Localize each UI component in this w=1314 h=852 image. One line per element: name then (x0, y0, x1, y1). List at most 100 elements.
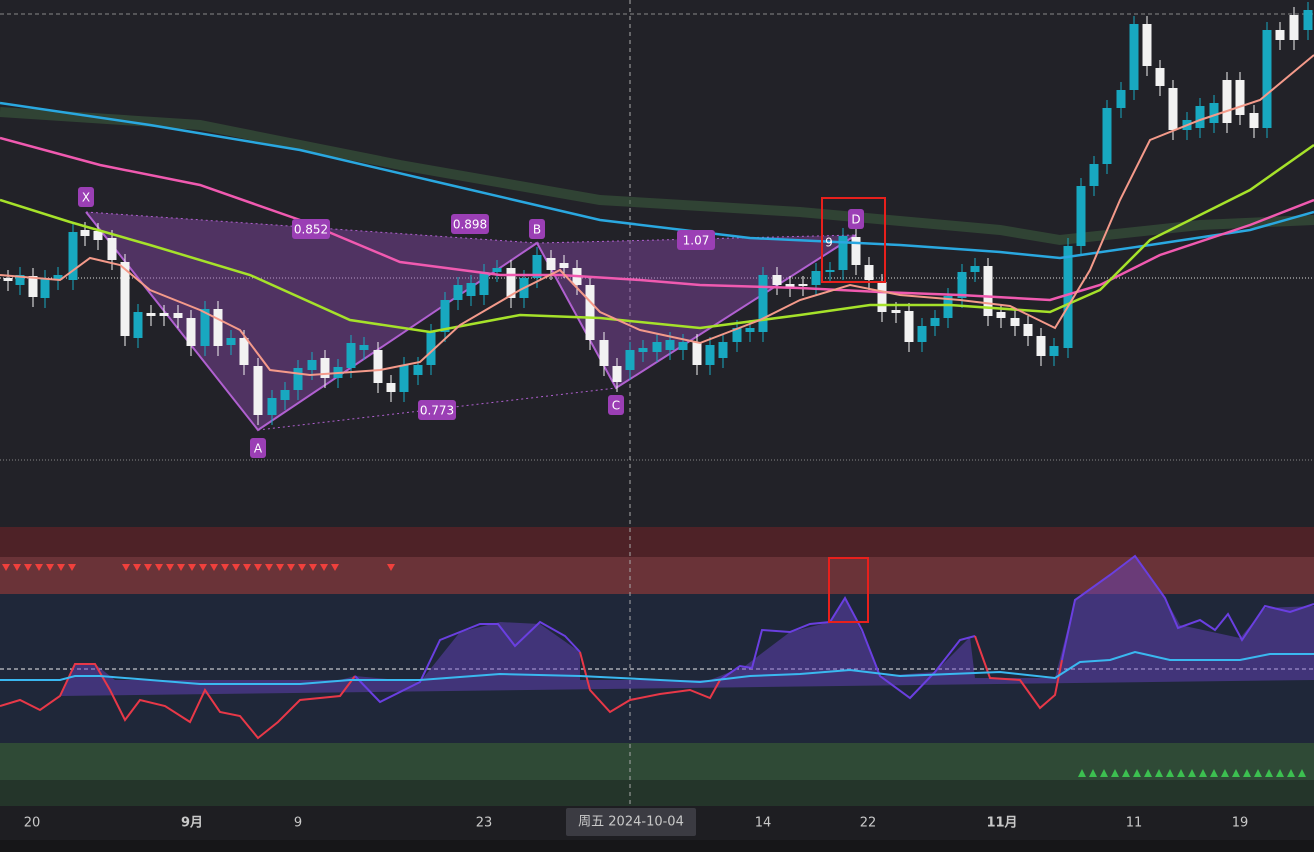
candle-body (1289, 15, 1299, 40)
candle-body (466, 283, 476, 296)
candle-body (758, 275, 768, 332)
buy-marker (1078, 769, 1086, 777)
sell-marker (68, 564, 76, 571)
candle-body (1209, 103, 1219, 123)
candle-body (825, 270, 835, 272)
buy-marker (1210, 769, 1218, 777)
oscillator-line (719, 596, 976, 700)
candle-body (785, 284, 795, 287)
sell-marker (57, 564, 65, 571)
buy-marker (1111, 769, 1119, 777)
buy-marker (1265, 769, 1273, 777)
candle-body (15, 275, 25, 285)
sell-marker (320, 564, 328, 571)
candle-body (1249, 113, 1259, 128)
oversold-band (0, 780, 1314, 806)
ratio-box (677, 230, 715, 250)
sell-marker (188, 564, 196, 571)
candle-body (426, 332, 436, 365)
candle-body (1010, 318, 1020, 326)
candle-body (1275, 30, 1285, 40)
candle-body (943, 296, 953, 318)
candle-body (1129, 24, 1139, 90)
sell-marker (166, 564, 174, 571)
buy-marker (1276, 769, 1284, 777)
highlight-box (821, 197, 886, 283)
candle-body (53, 275, 63, 280)
candle-body (1155, 68, 1165, 86)
ma-line (0, 136, 1314, 302)
sell-marker (155, 564, 163, 571)
candle-body (173, 313, 183, 318)
candle-body (1049, 346, 1059, 356)
buy-marker (1089, 769, 1097, 777)
candle-body (320, 358, 330, 378)
candle-body (891, 310, 901, 313)
pattern-fill (537, 235, 856, 388)
candle-body (983, 266, 993, 316)
candle-body (798, 284, 808, 286)
candle-body (440, 300, 450, 332)
candle-body (811, 271, 821, 285)
candle-body (346, 343, 356, 368)
pattern-point-box (608, 395, 624, 415)
sell-marker (221, 564, 229, 571)
sell-marker (287, 564, 295, 571)
signal-line (0, 650, 1314, 685)
sell-marker (298, 564, 306, 571)
ma-line (0, 54, 1314, 377)
candle-body (40, 278, 50, 298)
candle-body (453, 285, 463, 300)
candle-body (678, 342, 688, 350)
count-label: 9 (825, 236, 833, 250)
x-tick-label: 11 (1126, 816, 1143, 831)
candle-body (585, 285, 595, 340)
candle-body (1116, 90, 1126, 108)
x-tick-label: 9月 (181, 816, 203, 831)
candle-body (1089, 164, 1099, 186)
candle-body (559, 263, 569, 268)
candle-body (239, 338, 249, 365)
candle-body (1023, 324, 1033, 336)
x-tick-label: 9 (294, 816, 302, 831)
sell-marker (254, 564, 262, 571)
candle-body (772, 275, 782, 285)
candle-body (532, 255, 542, 278)
pattern-point-box (529, 219, 545, 239)
x-tick-label: 23 (476, 816, 493, 831)
sell-marker (210, 564, 218, 571)
buy-marker (1133, 769, 1141, 777)
ratio-label: 1.07 (683, 234, 710, 248)
ratio-box (292, 219, 330, 239)
candle-body (970, 266, 980, 272)
candle-body (546, 258, 556, 270)
candle-body (159, 313, 169, 316)
crosshair-label: 周五 2024-10-04 (578, 815, 684, 830)
candle-body (957, 272, 967, 298)
candle-body (1303, 10, 1313, 30)
markers (2, 564, 1306, 777)
oscillator-line (0, 663, 356, 740)
candle-body (200, 309, 210, 346)
candle-body (386, 383, 396, 392)
candle-body (80, 230, 90, 236)
candle-body (1076, 186, 1086, 246)
overbought-zone (0, 557, 1314, 594)
ratio-box (451, 214, 489, 234)
candle-body (745, 328, 755, 332)
sell-marker (133, 564, 141, 571)
sell-marker (24, 564, 32, 571)
pattern-point-box (78, 187, 94, 207)
candle-body (280, 390, 290, 400)
pattern-point-label: C (612, 399, 620, 413)
candle-body (399, 365, 409, 392)
ratio-label: 0.773 (420, 404, 454, 418)
candle-body (652, 342, 662, 352)
x-tick-label: 20 (24, 816, 41, 831)
pattern-point-label: A (254, 442, 263, 456)
candle-body (146, 313, 156, 316)
x-tick-label: 14 (755, 816, 772, 831)
pattern-point-label: D (851, 213, 860, 227)
